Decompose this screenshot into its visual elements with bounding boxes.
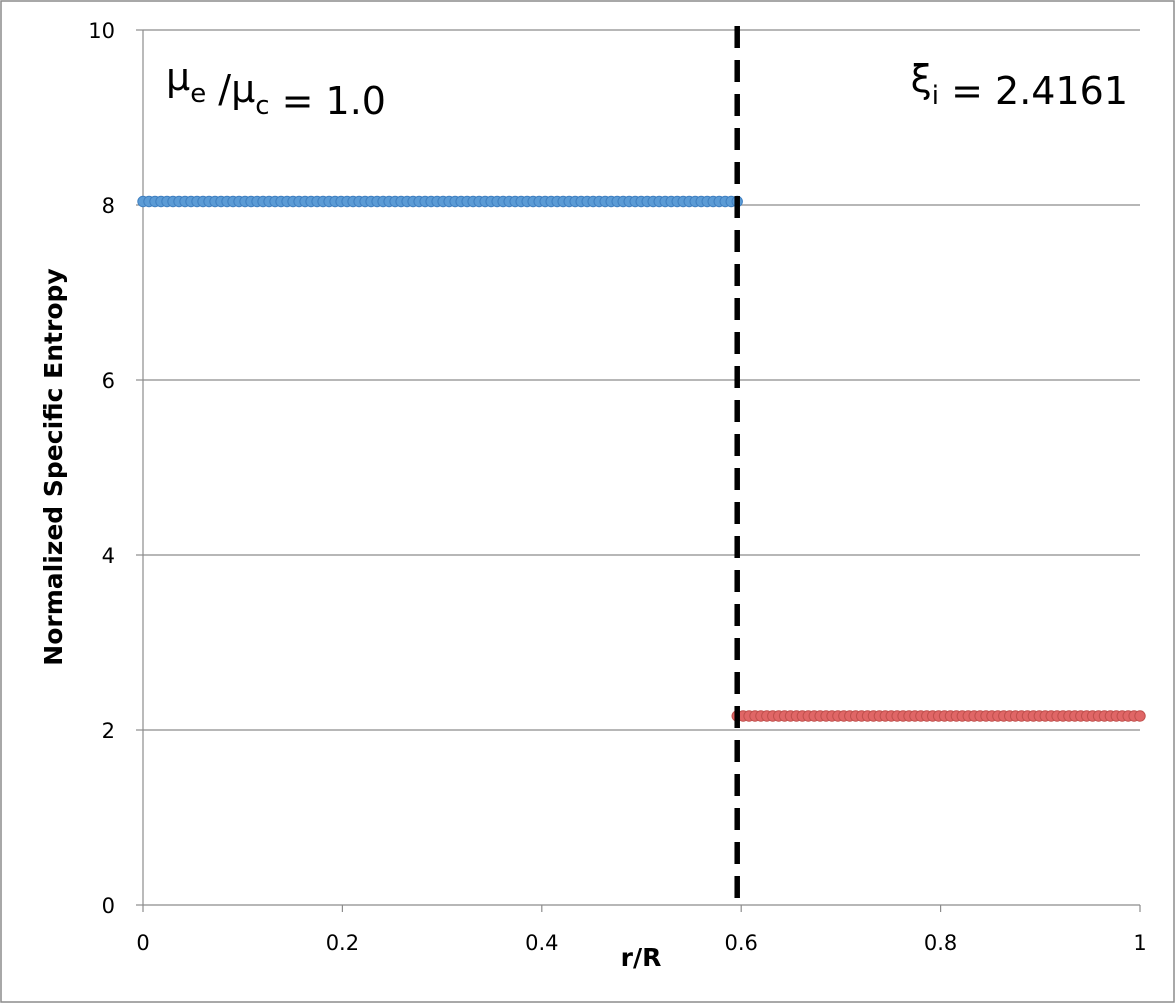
- annotation-text: = 2.4161: [939, 69, 1128, 113]
- x-tick-label: 0: [136, 931, 149, 955]
- y-axis-title: Normalized Specific Entropy: [39, 268, 68, 665]
- annotation-text: μ: [166, 55, 190, 99]
- y-tick-label: 2: [102, 719, 115, 743]
- annotation-xi: ξi = 2.4161: [911, 57, 1128, 113]
- x-tick-label: 0.6: [724, 931, 757, 955]
- annotation-subscript: e: [190, 79, 206, 109]
- y-tick-label: 0: [102, 894, 115, 918]
- y-tick-label: 4: [102, 544, 115, 568]
- data-point: [1134, 710, 1146, 722]
- x-tick-label: 0.2: [326, 931, 359, 955]
- annotation-text: ξ: [911, 57, 932, 101]
- annotation-text: = 1.0: [270, 79, 386, 123]
- y-tick-label: 10: [88, 19, 115, 43]
- tick-labels: 0 2 4 6 8 10 0 0.2 0.4 0.6 0.8 1: [88, 19, 1146, 955]
- x-tick-label: 1: [1133, 931, 1146, 955]
- series-1: [137, 195, 743, 208]
- x-axis-title: r/R: [621, 943, 662, 972]
- annotation-mu-ratio: μe /μc = 1.0: [166, 55, 386, 123]
- annotation-subscript: i: [932, 81, 939, 111]
- y-tick-label: 6: [102, 369, 115, 393]
- y-tick-label: 8: [102, 194, 115, 218]
- x-tick-label: 0.8: [924, 931, 957, 955]
- x-tick-label: 0.4: [525, 931, 558, 955]
- annotation-text: /μ: [206, 67, 255, 111]
- series: [137, 195, 1146, 722]
- axes: [136, 29, 1141, 912]
- series-2: [731, 710, 1146, 722]
- annotation-subscript: c: [255, 91, 269, 121]
